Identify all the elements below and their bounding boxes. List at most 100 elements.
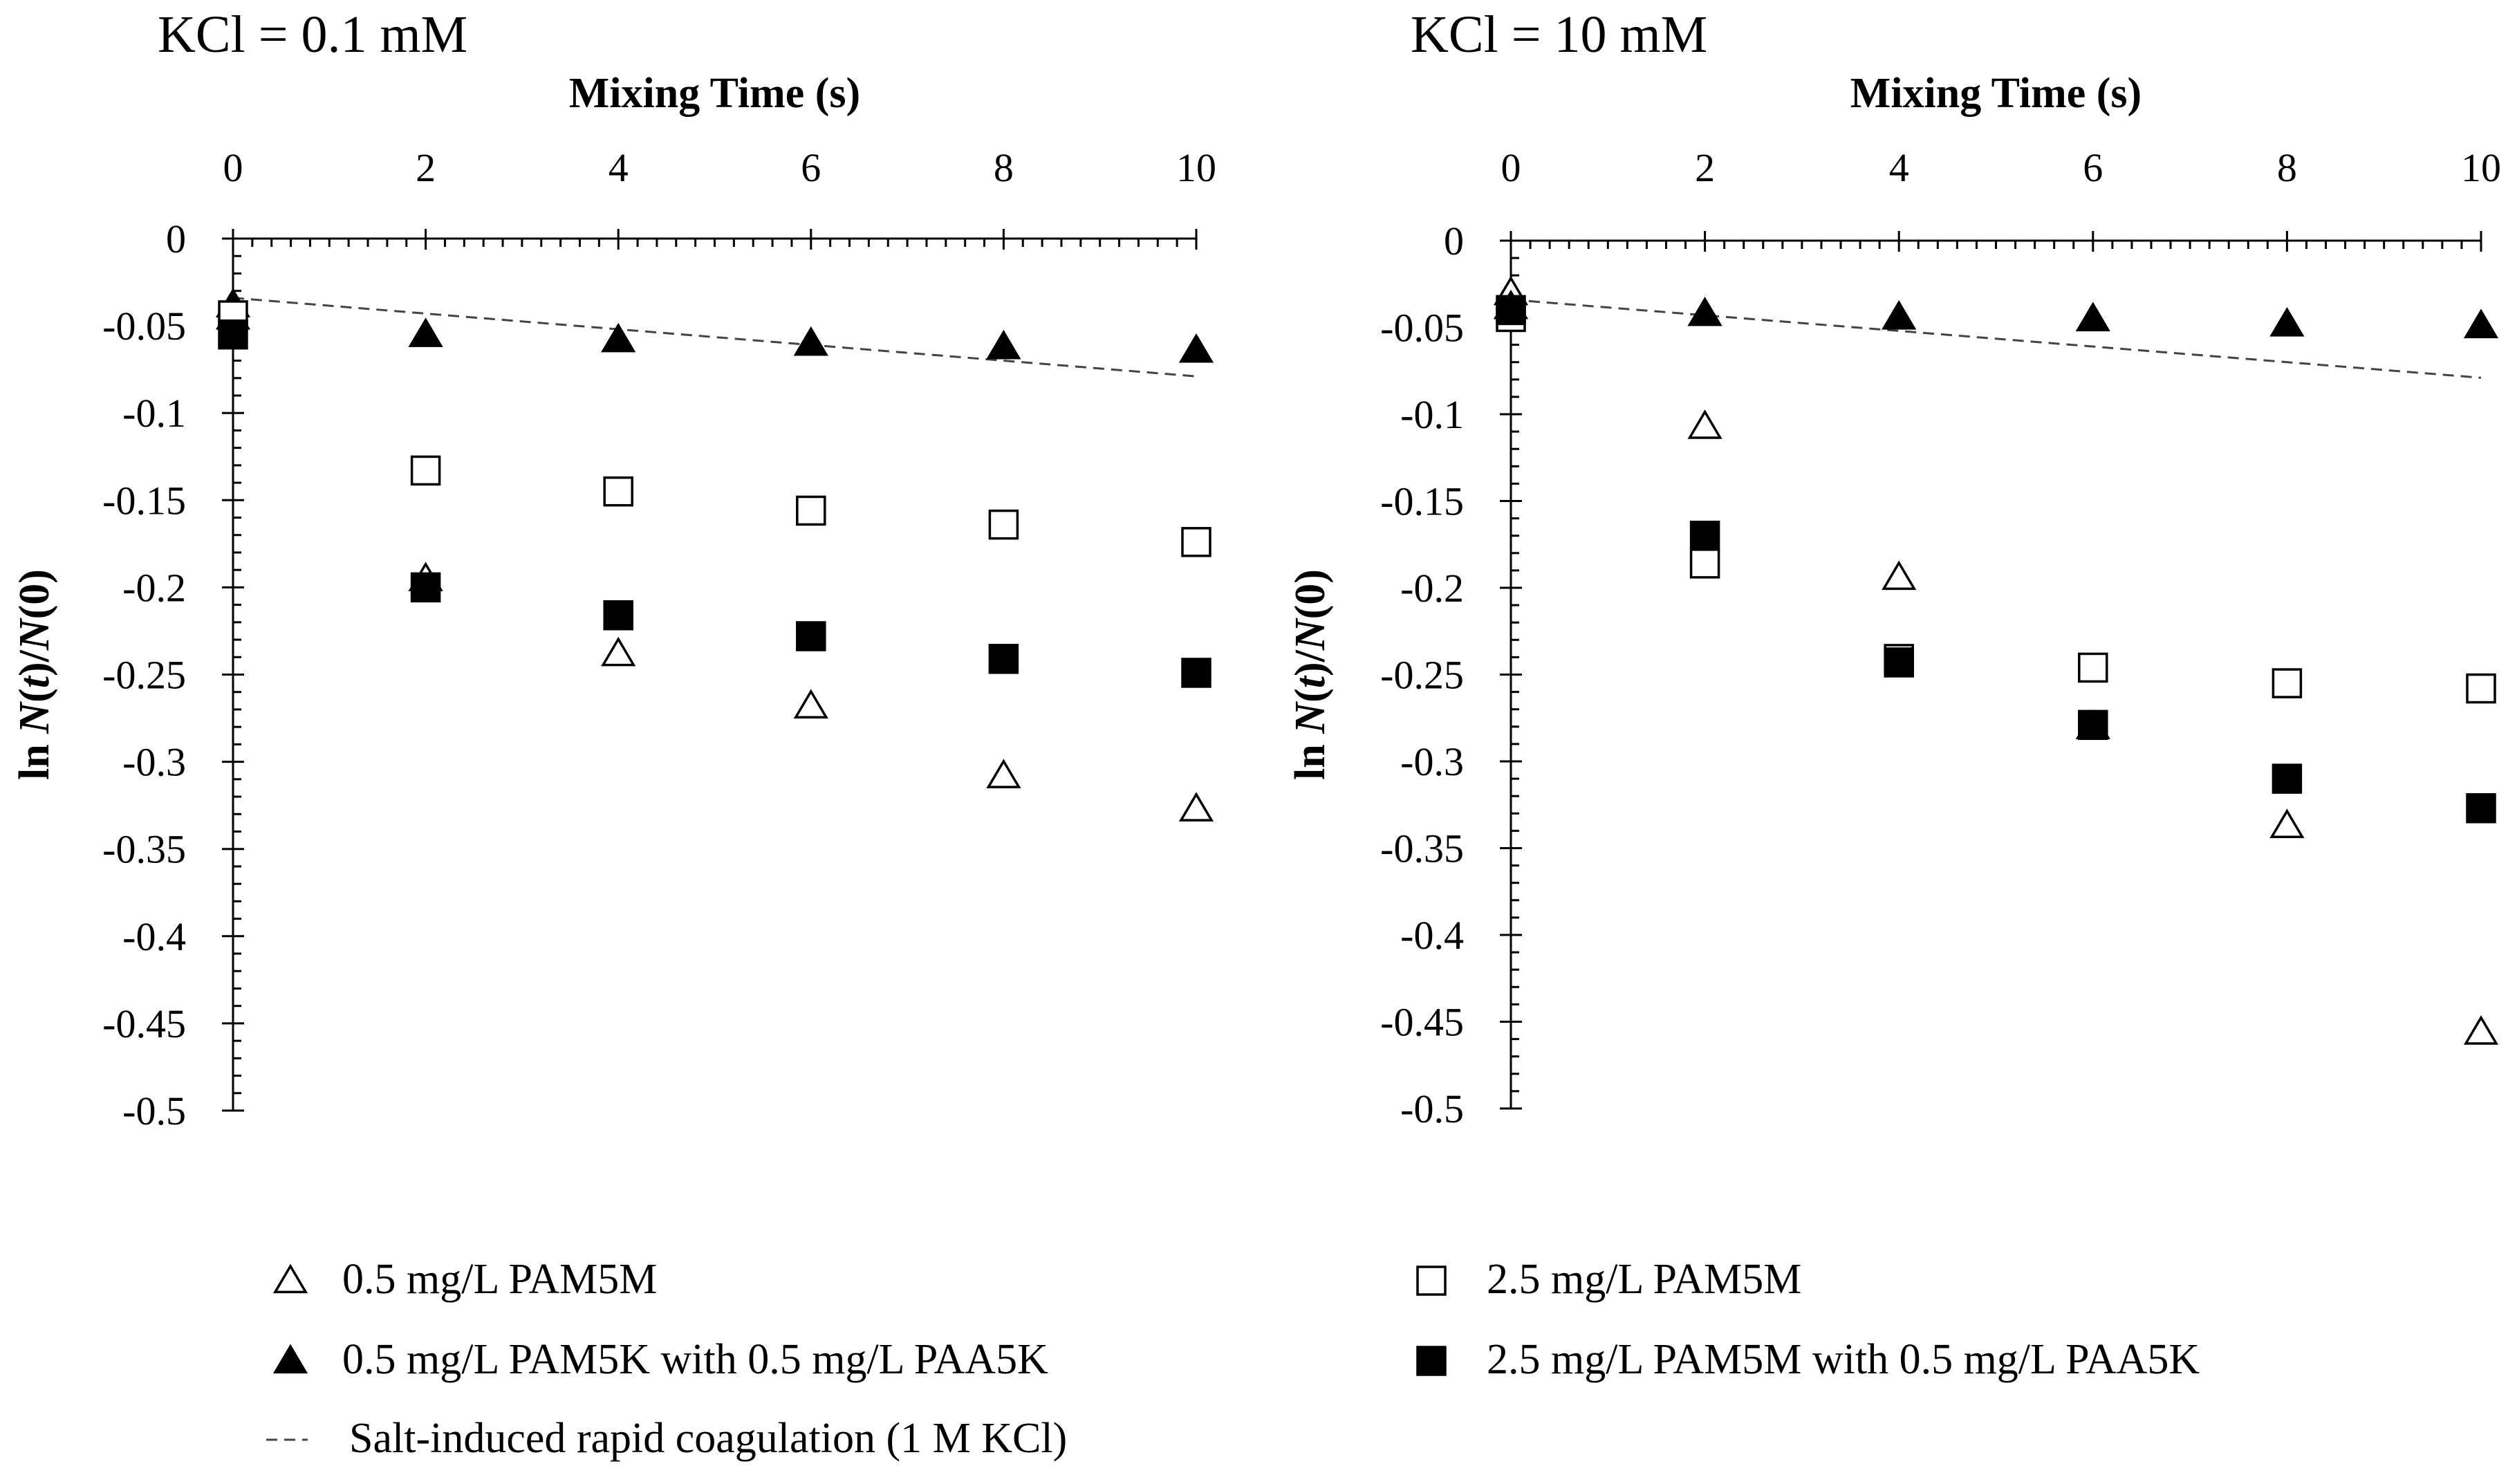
legend-item-pam5m-25: 2.5 mg/L PAM5M (1416, 1256, 1801, 1303)
data-point-pam5m-05 (793, 689, 828, 719)
y-tick-label: -0.25 (1380, 653, 1464, 698)
chart-panel-2: KCl = 10 mM Mixing Time (s) 0 2 4 6 8 10 0 -0.05 -… (1287, 6, 2501, 1131)
y-tick-label: -0.4 (1400, 913, 1464, 958)
data-point-pam5k-paa5k (2075, 302, 2110, 332)
data-point-pam5m-25 (2272, 668, 2303, 698)
y-tick-label: -0.4 (122, 914, 186, 959)
data-point-pam5m-25-paa5k (1181, 658, 1211, 688)
y-tick-label: -0.3 (1400, 739, 1464, 784)
data-point-pam5m-25 (1181, 527, 1211, 557)
data-point-pam5m-05 (2269, 808, 2305, 838)
x-tick-label: 6 (801, 145, 821, 190)
data-point-pam5m-25-paa5k (796, 621, 826, 651)
legend-item-rapid-coagulation: Salt-induced rapid coagulation (1 M KCl) (266, 1415, 1067, 1462)
data-point-pam5k-paa5k (1882, 299, 1917, 330)
x-tick-label: 4 (1889, 145, 1909, 190)
data-point-pam5m-25-paa5k (603, 600, 633, 631)
y-tick-label: -0.1 (122, 391, 186, 436)
legend-item-pam5k-paa5k: 0.5 mg/L PAM5K with 0.5 mg/L PAA5K (272, 1336, 1048, 1383)
y-tick-label: -0.3 (122, 740, 186, 785)
data-point-pam5m-05 (1882, 560, 1917, 591)
data-point-pam5m-25 (1689, 548, 1720, 579)
data-point-pam5k-paa5k (986, 329, 1021, 360)
y-axis-title-part: N (11, 701, 58, 734)
y-tick-label: -0.45 (1380, 1000, 1464, 1045)
data-point-pam5k-paa5k (601, 322, 636, 353)
x-tick-label: 6 (2083, 145, 2103, 190)
data-point-pam5m-25-paa5k (410, 572, 441, 603)
data-point-pam5m-25-paa5k (2466, 793, 2496, 824)
y-tick-label: -0.45 (102, 1001, 186, 1046)
data-point-pam5m-25 (796, 495, 826, 526)
data-point-pam5m-05 (601, 636, 636, 667)
y-axis-title-part: )/ (11, 649, 58, 676)
panel-title: KCl = 0.1 mM (158, 6, 467, 64)
y-axis-title-part: )/ (1287, 649, 1334, 676)
legend-label: 2.5 mg/L PAM5M (1487, 1256, 1801, 1303)
y-axis-title-part: ( (11, 688, 58, 703)
data-point-pam5m-25 (410, 455, 441, 486)
y-tick-label: 0 (1444, 219, 1464, 263)
y-axis-title-part: N (1287, 701, 1334, 734)
y-tick-label: -0.25 (102, 653, 186, 698)
data-point-pam5k-paa5k (408, 317, 443, 347)
y-tick-label: -0.15 (1380, 479, 1464, 524)
y-tick-label: -0.05 (102, 304, 186, 349)
data-point-pam5m-25 (2466, 673, 2496, 704)
data-point-pam5m-25-paa5k (1689, 520, 1720, 551)
data-point-pam5m-25-paa5k (1496, 295, 1526, 326)
x-tick-label: 2 (1695, 145, 1715, 190)
x-tick-label: 0 (223, 145, 243, 190)
data-point-pam5m-05 (986, 759, 1021, 788)
data-point-pam5k-paa5k (1687, 296, 1722, 326)
x-tick-label: 10 (1176, 145, 1216, 190)
x-tick-label: 8 (994, 145, 1014, 190)
data-point-pam5m-25-paa5k (2078, 709, 2108, 741)
y-tick-label: -0.5 (122, 1088, 186, 1133)
data-point-pam5k-paa5k (2269, 307, 2305, 337)
y-tick-label: -0.2 (122, 565, 186, 610)
y-axis-title-part: ( (1287, 688, 1334, 703)
data-point-pam5m-05 (2463, 1015, 2499, 1045)
x-tick-label: 4 (609, 145, 629, 190)
y-axis-title-part: t (11, 675, 58, 688)
y-tick-label: -0.35 (1380, 826, 1464, 871)
rapid-coagulation-line (1510, 298, 2482, 379)
legend-label: 0.5 mg/L PAM5K with 0.5 mg/L PAA5K (342, 1336, 1048, 1383)
legend-marker-filled-triangle (272, 1344, 308, 1374)
y-tick-label: -0.05 (1380, 306, 1464, 351)
x-tick-label: 8 (2277, 145, 2297, 190)
y-tick-label: -0.1 (1400, 392, 1464, 437)
data-point-pam5m-05 (1178, 792, 1214, 822)
x-tick-label: 10 (2461, 145, 2501, 190)
y-axis-title-part: ln (1287, 734, 1334, 780)
data-point-pam5m-25 (603, 476, 633, 507)
y-axis-title-part: (0) (1287, 569, 1334, 619)
y-axis-title-part: N (1287, 618, 1334, 651)
x-axis-title: Mixing Time (s) (569, 70, 860, 117)
y-axis-title-part: N (11, 618, 58, 651)
data-point-pam5m-25-paa5k (1884, 647, 1914, 678)
y-axis-title-part: t (1287, 675, 1334, 688)
x-tick-label: 2 (416, 145, 436, 190)
legend-marker-open-square (1416, 1265, 1447, 1296)
data-point-pam5m-25 (988, 509, 1019, 540)
data-point-pam5m-05 (1687, 409, 1722, 439)
y-tick-label: -0.35 (102, 827, 186, 872)
legend-label: 2.5 mg/L PAM5M with 0.5 mg/L PAA5K (1487, 1336, 2200, 1383)
y-axis-title: ln N(t)/N(0) (11, 569, 58, 780)
rapid-coagulation-line (232, 297, 1197, 378)
y-axis-title-part: (0) (11, 569, 58, 619)
legend-label: 0.5 mg/L PAM5M (342, 1256, 657, 1303)
data-point-pam5m-25-paa5k (2272, 763, 2303, 794)
data-point-pam5k-paa5k (1178, 333, 1214, 363)
legend-label: Salt-induced rapid coagulation (1 M KCl) (349, 1415, 1067, 1462)
data-point-pam5k-paa5k (793, 326, 828, 356)
legend-marker-open-triangle (272, 1263, 308, 1294)
data-point-pam5m-25-paa5k (988, 644, 1019, 674)
legend-item-pam5m-25-paa5k: 2.5 mg/L PAM5M with 0.5 mg/L PAA5K (1416, 1336, 2200, 1383)
y-axis-title: ln N(t)/N(0) (1287, 569, 1334, 780)
y-tick-label: -0.5 (1400, 1086, 1464, 1131)
